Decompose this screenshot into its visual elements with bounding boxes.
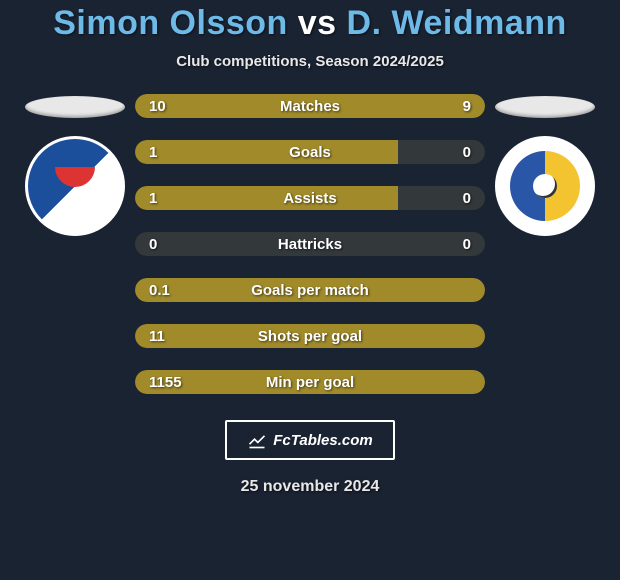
stat-value-right: 9 — [463, 98, 471, 115]
stat-row: 0Hattricks0 — [135, 232, 485, 256]
stat-label: Matches — [135, 98, 485, 115]
brand-text: FcTables.com — [273, 432, 372, 449]
player1-name: Simon Olsson — [53, 4, 288, 42]
player1-silhouette — [25, 96, 125, 118]
player2-name: D. Weidmann — [347, 4, 567, 42]
stat-row: 11Shots per goal — [135, 324, 485, 348]
player2-silhouette — [495, 96, 595, 118]
comparison-card: Simon Olsson vs D. Weidmann Club competi… — [0, 0, 620, 580]
stat-label: Goals per match — [135, 282, 485, 299]
right-side — [485, 94, 605, 236]
page-title: Simon Olsson vs D. Weidmann — [53, 4, 567, 43]
stat-label: Goals — [135, 144, 485, 161]
stat-label: Min per goal — [135, 374, 485, 391]
left-side — [15, 94, 135, 236]
stat-value-right: 0 — [463, 236, 471, 253]
stat-label: Assists — [135, 190, 485, 207]
chart-icon — [247, 430, 267, 450]
date-text: 25 november 2024 — [241, 478, 380, 496]
stat-row: 1Assists0 — [135, 186, 485, 210]
stat-value-right: 0 — [463, 190, 471, 207]
vs-text: vs — [298, 4, 337, 42]
stat-row: 0.1Goals per match — [135, 278, 485, 302]
stat-value-right: 0 — [463, 144, 471, 161]
player2-club-crest — [495, 136, 595, 236]
stat-row: 1Goals0 — [135, 140, 485, 164]
main-row: 10Matches91Goals01Assists00Hattricks00.1… — [0, 94, 620, 394]
brand-badge: FcTables.com — [225, 420, 395, 460]
stat-row: 1155Min per goal — [135, 370, 485, 394]
stat-label: Shots per goal — [135, 328, 485, 345]
stat-label: Hattricks — [135, 236, 485, 253]
stats-list: 10Matches91Goals01Assists00Hattricks00.1… — [135, 94, 485, 394]
subtitle: Club competitions, Season 2024/2025 — [176, 53, 444, 70]
player1-club-crest — [25, 136, 125, 236]
stat-row: 10Matches9 — [135, 94, 485, 118]
